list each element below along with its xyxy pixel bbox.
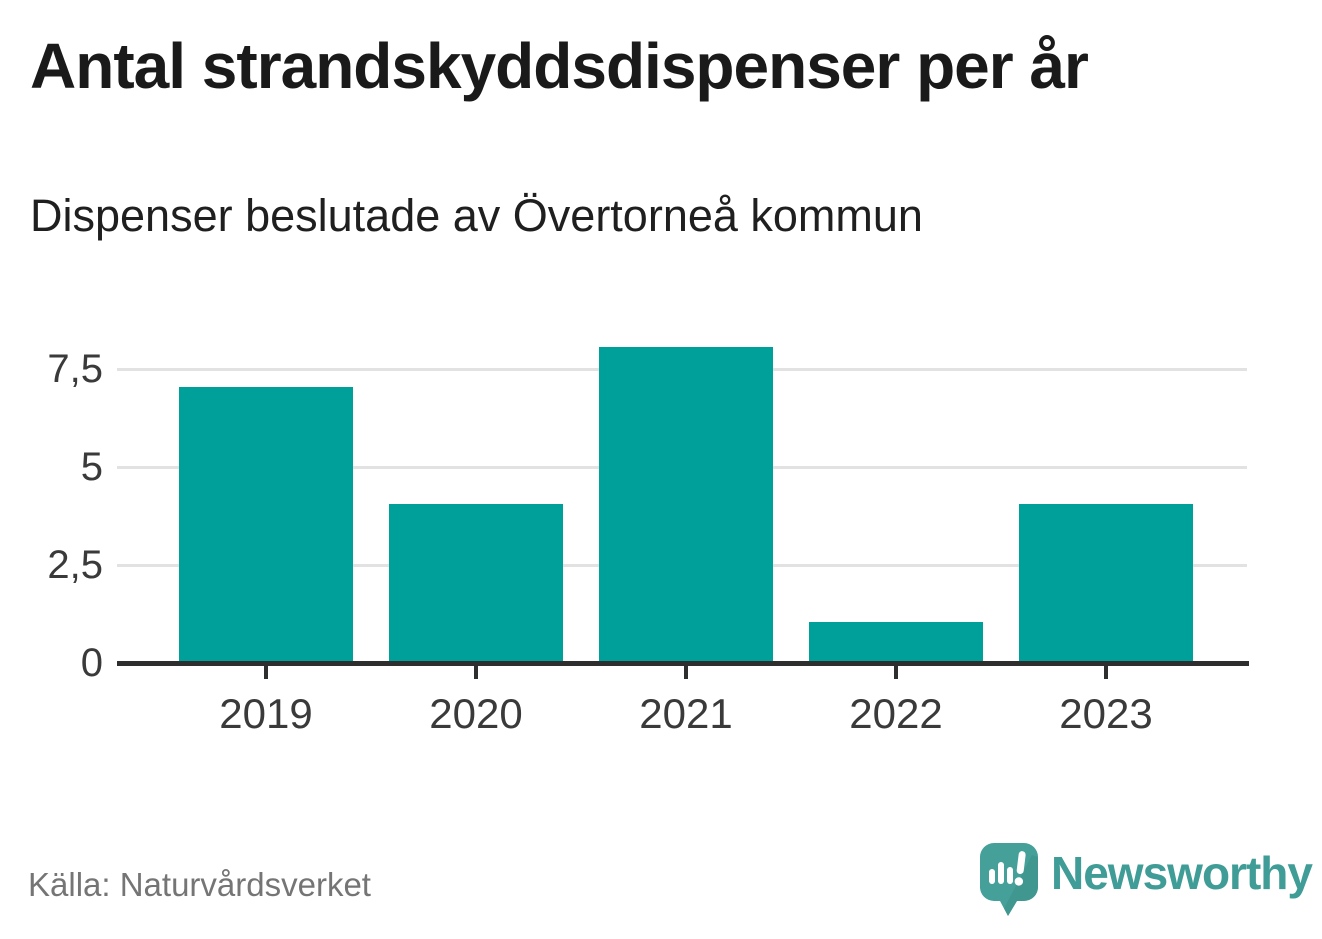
speech-bubble-shade	[1004, 855, 1038, 916]
y-axis-label-0: 0	[80, 641, 103, 685]
x-axis-label-2023: 2023	[1059, 690, 1153, 737]
y-axis-label-7,5: 7,5	[47, 347, 103, 391]
bar-2022	[809, 622, 983, 661]
bar-2021	[599, 347, 773, 661]
x-axis-label-2022: 2022	[849, 690, 943, 737]
y-axis-label-5: 5	[80, 445, 103, 489]
x-axis-tick-2020	[474, 666, 478, 679]
bar-2019	[179, 387, 353, 661]
chart-title: Antal strandskyddsdispenser per år	[30, 30, 1089, 102]
x-axis-line	[117, 661, 1249, 666]
x-axis-tick-2019	[264, 666, 268, 679]
bars-and-exclamation-glyph	[989, 851, 1026, 886]
y-axis-label-2,5: 2,5	[47, 543, 103, 587]
newsworthy-logo-icon	[980, 843, 1038, 916]
newsworthy-logo: Newsworthy	[980, 843, 1313, 917]
bar-2020	[389, 504, 563, 661]
x-axis-tick-2021	[684, 666, 688, 679]
newsworthy-wordmark: Newsworthy	[1051, 847, 1313, 899]
x-axis-label-2021: 2021	[639, 690, 733, 737]
chart-subtitle: Dispenser beslutade av Övertorneå kommun	[30, 190, 923, 241]
x-axis-tick-2022	[894, 666, 898, 679]
source-note: Källa: Naturvårdsverket	[28, 866, 371, 903]
bar-2023	[1019, 504, 1193, 661]
x-axis-label-2019: 2019	[219, 690, 313, 737]
x-axis-tick-2023	[1104, 666, 1108, 679]
x-axis-label-2020: 2020	[429, 690, 523, 737]
